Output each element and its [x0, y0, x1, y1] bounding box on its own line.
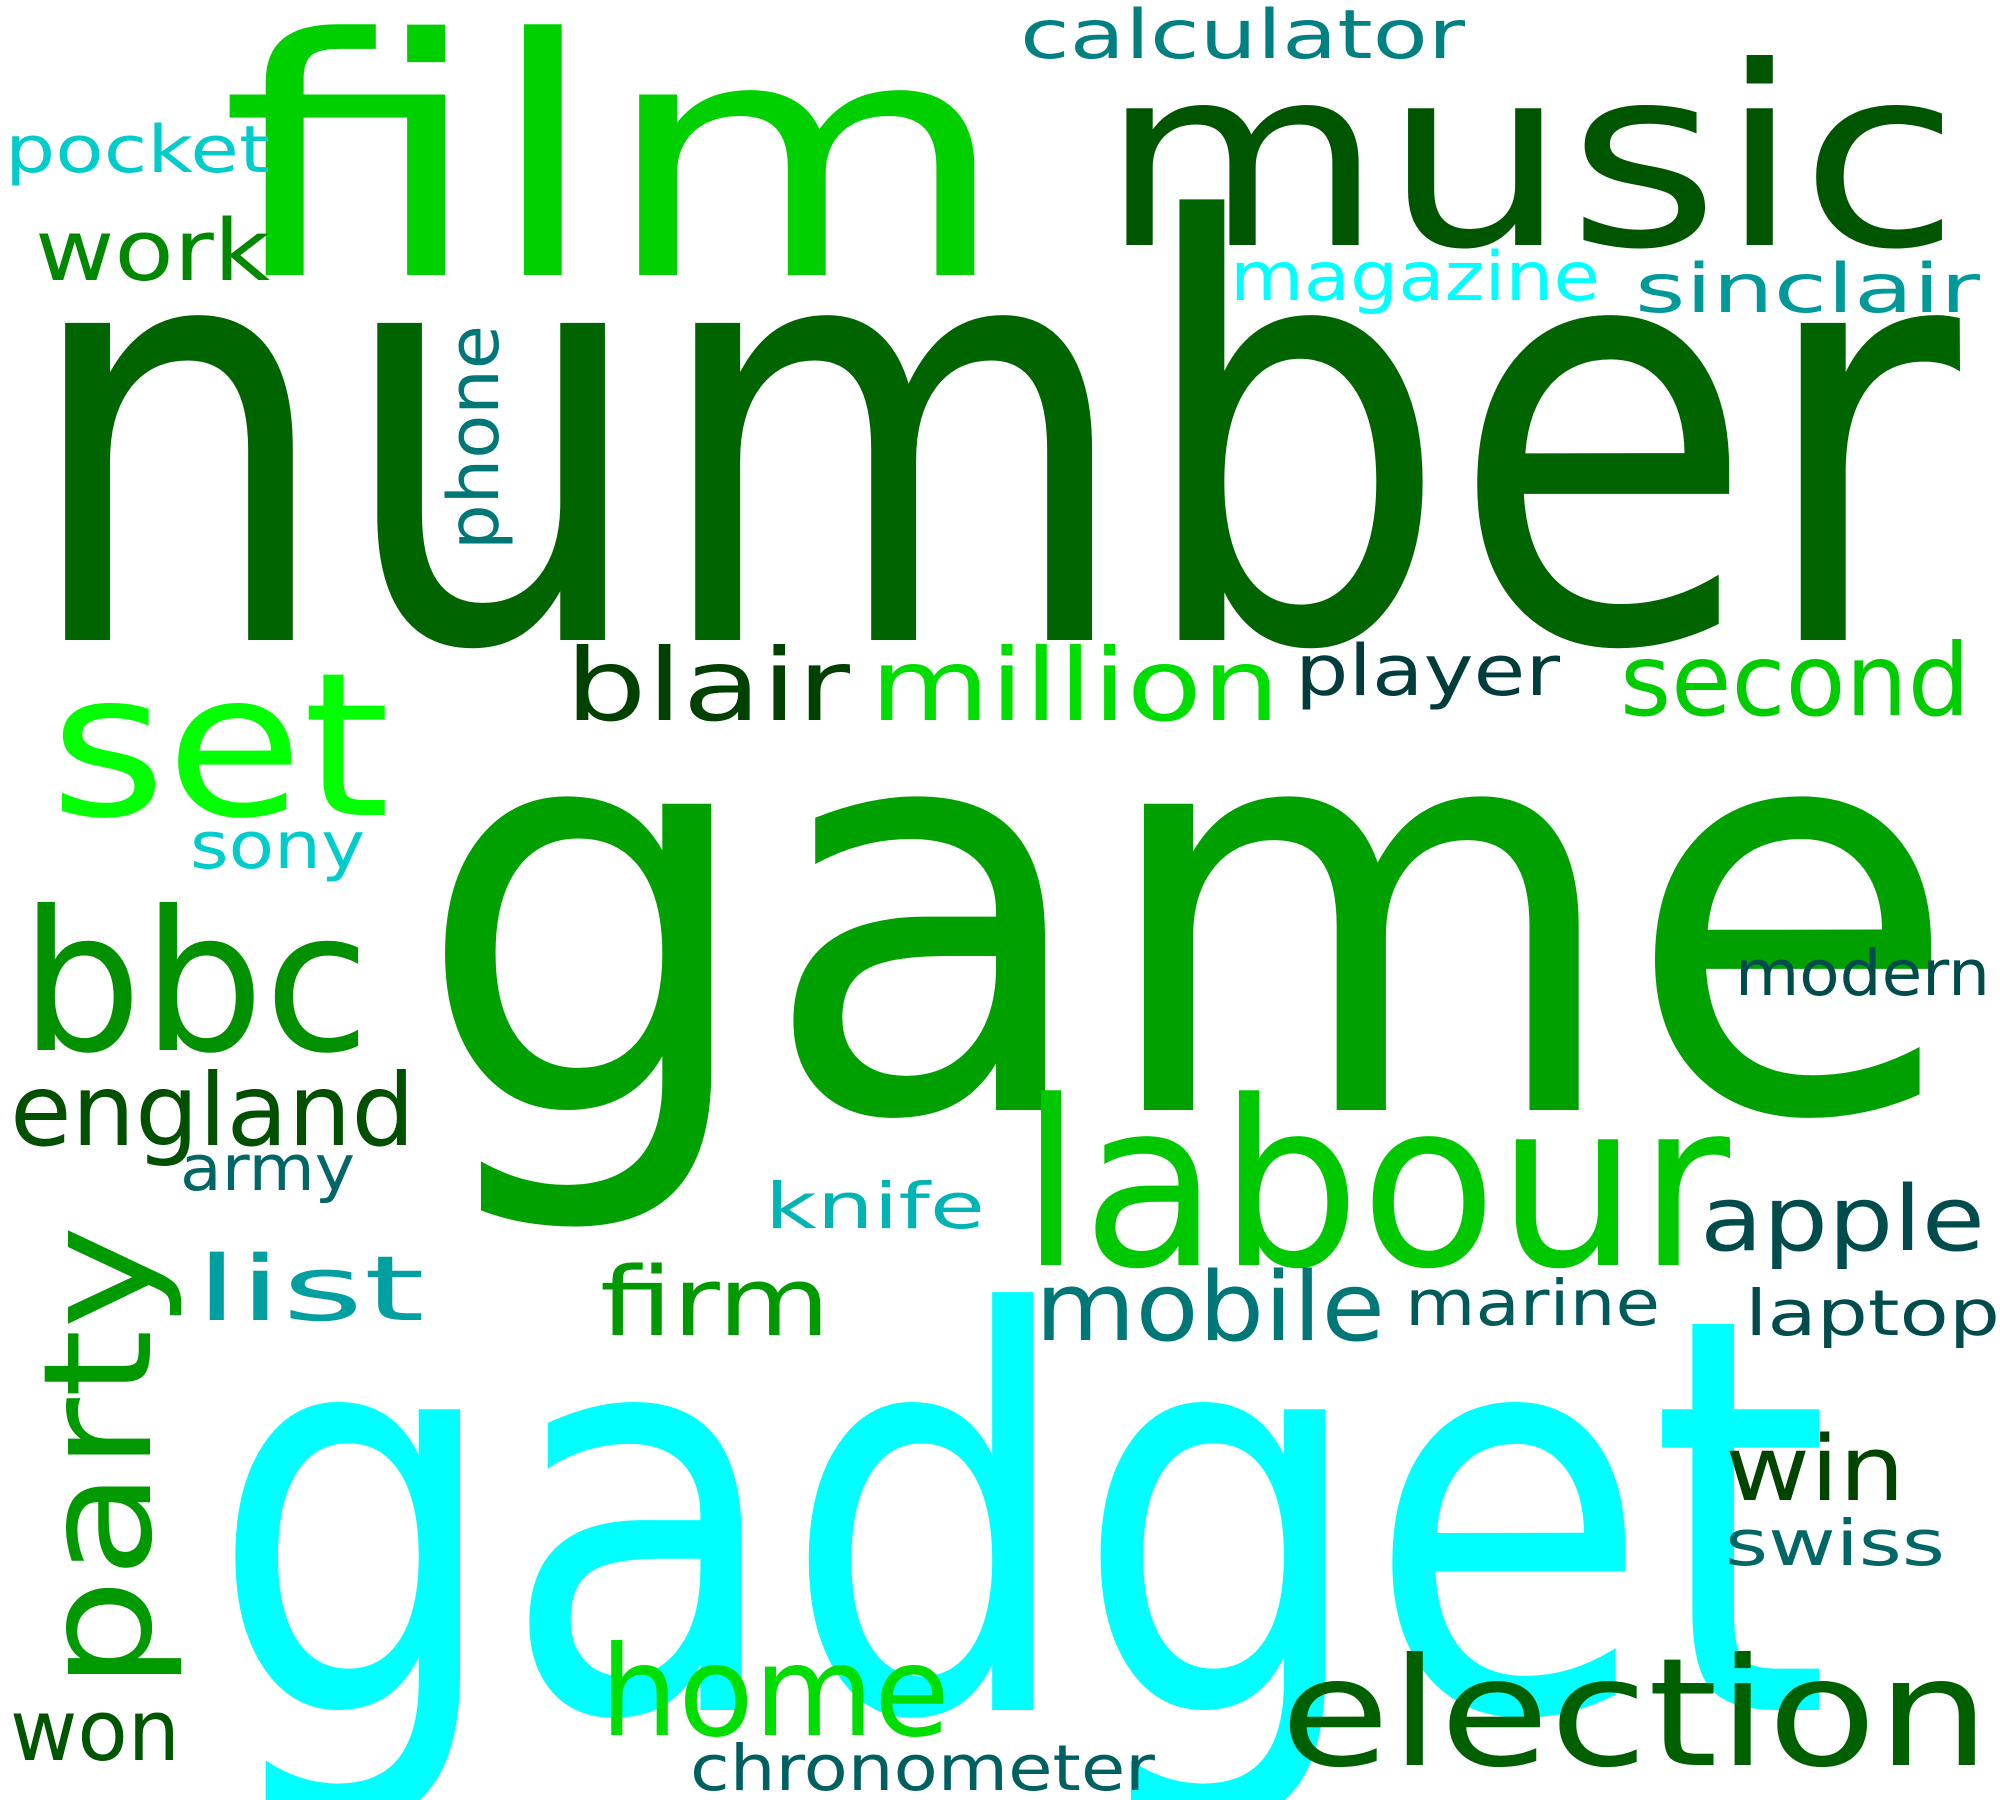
word-laptop: laptop — [1745, 1277, 2000, 1350]
word-phone: phone — [433, 325, 515, 550]
word-number: number — [20, 102, 1965, 777]
word-firm: firm — [600, 1248, 830, 1358]
word-win: win — [1725, 1417, 1905, 1522]
word-modern: modern — [1735, 937, 1990, 1010]
word-set: set — [50, 630, 390, 863]
word-sony: sony — [190, 809, 365, 884]
word-gadget: gadget — [210, 1199, 1830, 1800]
word-labour: labour — [1020, 1053, 1730, 1320]
word-magazine: magazine — [1230, 238, 1600, 317]
word-player: player — [1295, 630, 1560, 712]
word-list: list — [195, 1237, 425, 1342]
word-england: england — [10, 1052, 415, 1169]
word-knife: knife — [765, 1170, 985, 1243]
word-music: music — [1100, 13, 1960, 304]
word-election: election — [1280, 1627, 1990, 1800]
word-apple: apple — [1700, 1167, 1985, 1272]
word-sinclair: sinclair — [1635, 250, 1980, 329]
word-army: army — [180, 1132, 355, 1205]
word-blair: blair — [565, 627, 851, 744]
word-pocket: pocket — [5, 113, 270, 188]
word-game: game — [415, 591, 1960, 1243]
word-swiss: swiss — [1725, 1507, 1945, 1580]
word-won: won — [10, 1682, 180, 1781]
word-bbc: bbc — [20, 869, 370, 1096]
word-work: work — [35, 202, 270, 301]
word-party: party — [12, 1225, 186, 1690]
word-home: home — [600, 1620, 950, 1765]
word-calculator: calculator — [1020, 0, 1465, 75]
word-second: second — [1620, 622, 1970, 739]
word-million: million — [870, 627, 1280, 744]
word-marine: marine — [1405, 1267, 1660, 1340]
word-film: film — [220, 0, 1010, 353]
word-mobile: mobile — [1035, 1253, 1385, 1363]
word-chronometer: chronometer — [690, 1732, 1155, 1800]
